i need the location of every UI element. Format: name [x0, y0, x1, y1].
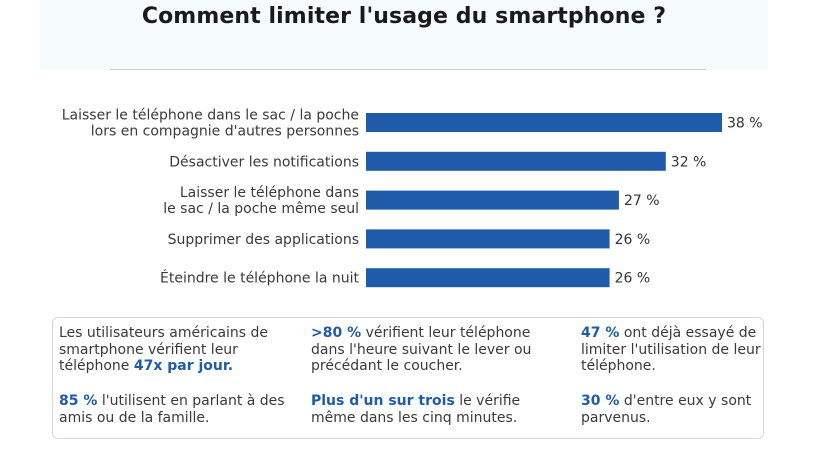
category-label: lors en compagnie d'autres personnes — [91, 124, 359, 140]
bar-4 — [366, 268, 610, 288]
bar-value-label: 32 % — [671, 154, 707, 170]
fact-tried-limiting: 47 % ont déjà essayé de limiter l'utilis… — [581, 325, 761, 375]
fact-succeeded: 30 % d'entre eux y sont parvenus. — [581, 393, 761, 426]
fact-highlight: 47 % — [581, 325, 620, 341]
fact-social-use: 85 % l'utilisent en parlant à des amis o… — [59, 393, 289, 426]
category-label: Éteindre le téléphone la nuit — [160, 270, 359, 287]
fact-daily-checks: Les utilisateurs américains de smartphon… — [59, 325, 289, 375]
bar-value-label: 26 % — [615, 232, 651, 248]
category-label: Supprimer des applications — [168, 232, 359, 248]
bar-value-label: 26 % — [615, 271, 651, 287]
chart-title: Comment limiter l'usage du smartphone ? — [141, 4, 667, 29]
fact-highlight: Plus d'un sur trois — [311, 393, 455, 409]
fact-text: l'utilisent en parlant à des amis ou de … — [59, 393, 285, 426]
category-label: le sac / la poche même seul — [163, 201, 359, 217]
bar-2 — [366, 190, 619, 210]
fact-text: vérifient leur téléphone dans l'heure su… — [311, 325, 532, 374]
header-band — [40, 0, 768, 70]
bar-value-label: 38 % — [727, 116, 763, 132]
fact-text: Les utilisateurs américains de smartphon… — [59, 325, 269, 374]
bar-value-label: 27 % — [624, 193, 660, 209]
fact-text: ont déjà essayé de limiter l'utilisation… — [581, 325, 761, 374]
category-label: Laisser le téléphone dans le sac / la po… — [62, 108, 359, 124]
fact-highlight: 85 % — [59, 393, 98, 409]
category-label: Désactiver les notifications — [169, 154, 359, 170]
fact-text: d'entre eux y sont parvenus. — [581, 393, 752, 426]
title-divider — [110, 69, 706, 70]
bar-0 — [366, 113, 722, 132]
bar-3 — [366, 229, 610, 249]
fact-highlight: >80 % — [311, 325, 362, 341]
fact-highlight: 30 % — [581, 393, 620, 409]
bar-1 — [366, 151, 666, 171]
fact-highlight: 47x par jour. — [133, 358, 234, 374]
fact-text: le vérifie même dans les cinq minutes. — [311, 393, 521, 426]
category-label: Laisser le téléphone dans — [180, 185, 359, 201]
bar-chart: 38 % Laisser le téléphone dans le sac / l… — [62, 108, 763, 288]
facts-box: Les utilisateurs américains de smartphon… — [52, 317, 764, 439]
fact-five-minutes: Plus d'un sur trois le vérifie même dans… — [311, 393, 551, 426]
fact-wake-sleep-checks: >80 % vérifient leur téléphone dans l'he… — [311, 325, 551, 375]
